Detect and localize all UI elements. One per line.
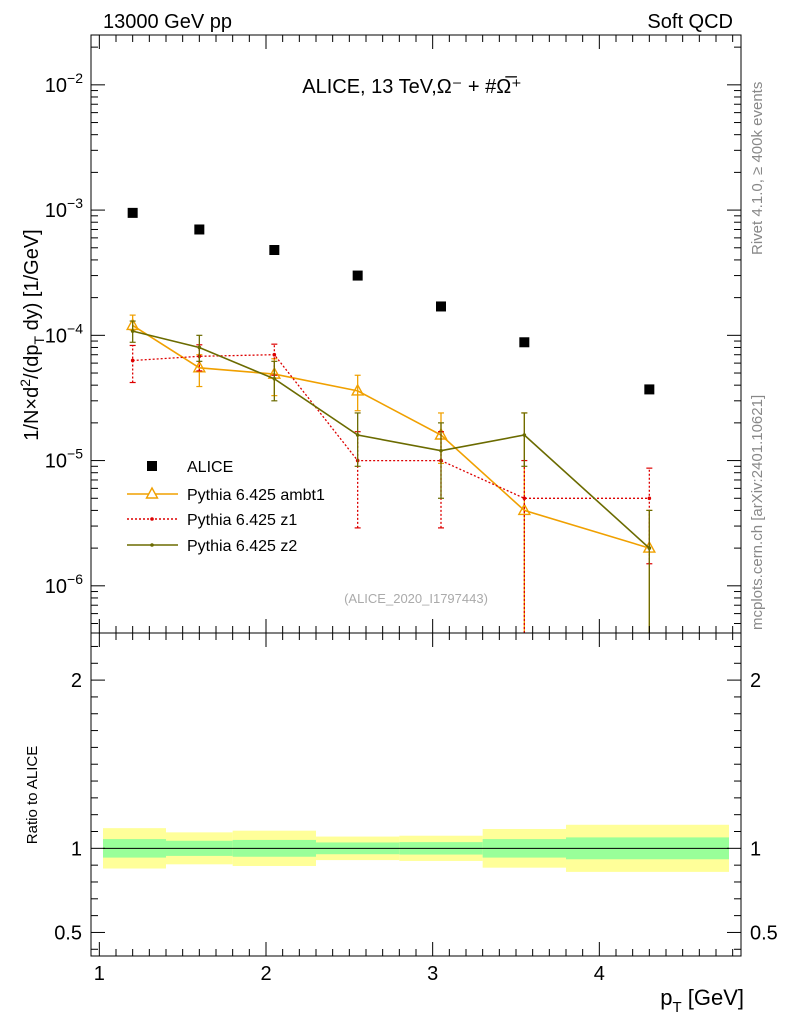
rivet-version-label: Rivet 4.1.0, ≥ 400k events [749, 82, 766, 255]
marker-z2 [130, 329, 135, 333]
y-tick-label-base: 10 [45, 451, 67, 473]
main-marks [125, 207, 657, 633]
y-tick-label-exponent: −6 [67, 571, 83, 587]
legend-marker-ambt1 [145, 486, 159, 499]
ylabel-sub: T [31, 336, 47, 345]
ratio-x-tick-label: 1 [94, 963, 105, 985]
y-tick-label-base: 10 [45, 75, 67, 97]
legend-label-z1: Pythia 6.425 z1 [187, 512, 297, 529]
ratio-x-tick-label: 3 [427, 963, 438, 985]
data-point-alice [519, 337, 530, 348]
legend-marker-z1 [150, 517, 154, 521]
legend-label-data: ALICE [187, 459, 233, 476]
data-point-alice [436, 301, 446, 312]
ratio-panel: 0.5 0.5 1 1 2 2 1 2 3 4 Ratio to ALICE pT [GeV] [24, 632, 778, 1016]
y-tick-label: 10−4 [45, 320, 83, 347]
series-line-z1 [132, 354, 650, 499]
data-point-alice [352, 270, 363, 281]
ratio-axes: 0.5 0.5 1 1 2 2 1 2 3 4 [54, 633, 778, 985]
y-tick-label-exponent: −2 [67, 70, 83, 86]
y-tick-label: 10−2 [45, 70, 83, 97]
y-tick-label-base: 10 [45, 325, 67, 347]
header-left: 13000 GeV pp [103, 11, 232, 33]
marker-z1 [522, 496, 527, 501]
main-axes: 10−610−510−410−310−2 [45, 35, 741, 633]
ratio-y-tick-label-right: 2 [750, 670, 761, 692]
legend-marker-alice [147, 461, 157, 471]
ylabel-d: d [21, 387, 43, 398]
main-panel: 10−610−510−410−310−2 ALICE, 13 TeV,Ω⁻ + … [17, 34, 742, 634]
marker-ambt1 [517, 502, 532, 516]
marker-z1 [647, 496, 652, 501]
y-tick-label-exponent: −4 [67, 320, 83, 336]
ylabel-prefix: 1/N [21, 410, 43, 441]
marker-ambt1 [350, 383, 365, 396]
marker-z2 [522, 433, 527, 437]
main-ylabel: 1/N×d2/(dpT dy) [1/GeV] [17, 229, 47, 440]
data-point-alice [127, 207, 138, 218]
marker-z2 [197, 345, 202, 350]
y-tick-label-base: 10 [45, 200, 67, 222]
analysis-watermark: (ALICE_2020_I1797443) [344, 591, 488, 606]
marker-z2 [647, 546, 652, 550]
ratio-y-tick-label-right: 0.5 [750, 922, 778, 944]
ylabel-mid: /(dp [21, 345, 43, 379]
ratio-frame [90, 632, 742, 957]
mcplots-label: mcplots.cern.ch [arXiv:2401.10621] [749, 395, 766, 630]
ratio-x-tick-label: 4 [594, 963, 605, 985]
ratio-y-tick-label: 1 [71, 838, 82, 860]
xlabel-p: p [660, 985, 672, 1010]
marker-z2 [439, 448, 443, 453]
y-tick-label-exponent: −3 [67, 195, 83, 211]
y-tick-label: 10−6 [45, 571, 83, 598]
header-right: Soft QCD [647, 11, 733, 33]
xlabel-sub: T [672, 999, 681, 1016]
ratio-y-tick-label: 0.5 [54, 922, 82, 944]
xlabel-rest: [GeV] [682, 985, 744, 1010]
data-point-alice [269, 245, 280, 256]
ylabel-squared: 2 [17, 379, 33, 387]
ratio-y-tick-label: 2 [71, 670, 82, 692]
data-point-alice [644, 384, 655, 395]
marker-ambt1 [192, 360, 207, 373]
legend: ALICE Pythia 6.425 ambt1 Pythia 6.425 z1 Py… [127, 459, 325, 555]
y-tick-label: 10−3 [45, 195, 83, 222]
legend-marker-z2 [150, 543, 154, 547]
ratio-y-tick-label-right: 1 [750, 838, 761, 860]
marker-z1 [130, 358, 135, 363]
ylabel-times: × [21, 398, 43, 410]
ratio-x-tick-label: 2 [260, 963, 271, 985]
marker-z1 [272, 352, 277, 357]
y-tick-label: 10−5 [45, 446, 83, 473]
ylabel-end: dy) [1/GeV] [21, 229, 43, 336]
legend-label-ambt1: Pythia 6.425 ambt1 [187, 487, 325, 504]
legend-label-z2: Pythia 6.425 z2 [187, 538, 297, 555]
marker-z2 [272, 376, 277, 381]
data-point-alice [194, 224, 205, 235]
ratio-ylabel: Ratio to ALICE [24, 746, 41, 844]
ratio-xlabel: pT [GeV] [660, 985, 744, 1016]
ratio-marks [103, 824, 729, 872]
chart-title: ALICE, 13 TeV,Ω⁻ + #Ω̅⁺ [302, 75, 521, 98]
y-tick-label-base: 10 [45, 576, 67, 598]
y-tick-label-exponent: −5 [67, 446, 83, 462]
marker-z2 [355, 433, 360, 437]
